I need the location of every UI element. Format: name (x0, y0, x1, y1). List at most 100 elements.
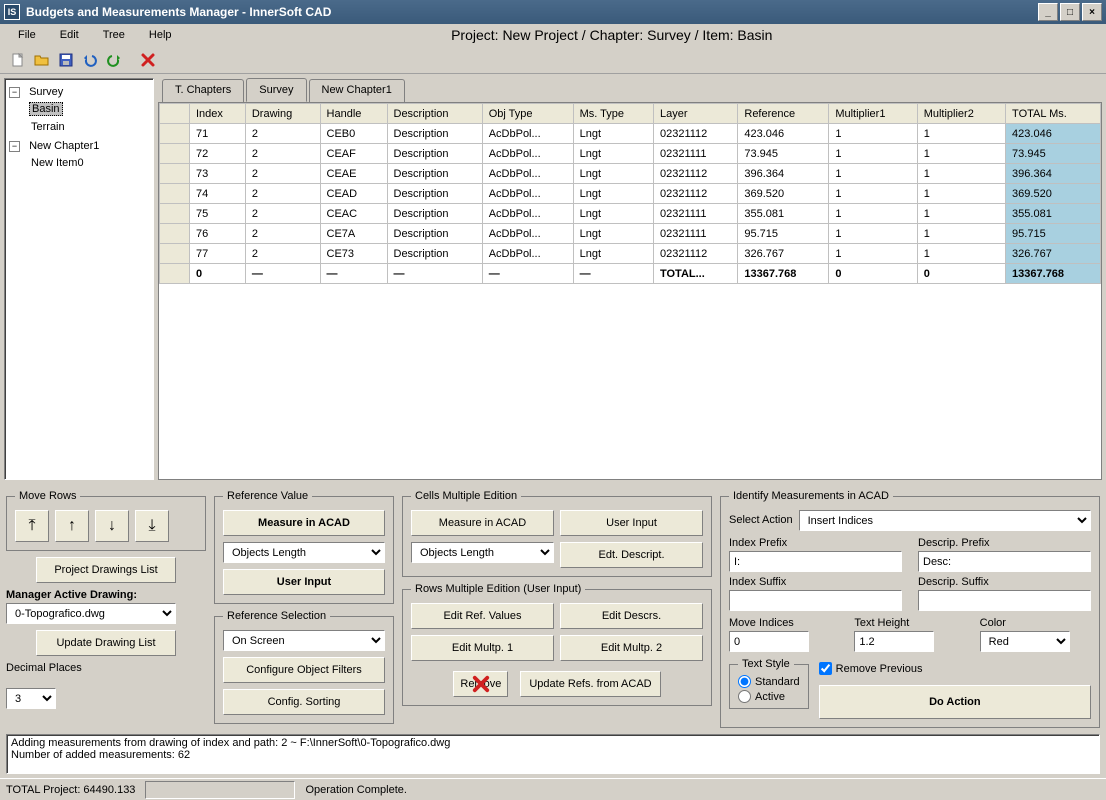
cell[interactable]: 02321112 (653, 244, 737, 264)
cell[interactable]: Description (387, 184, 482, 204)
tree-toggle-survey[interactable]: − (9, 87, 20, 98)
cell[interactable]: 73 (190, 164, 246, 184)
cell[interactable]: 423.046 (1006, 124, 1101, 144)
cell[interactable]: CE7A (320, 224, 387, 244)
row-header[interactable] (160, 204, 190, 224)
cell[interactable]: 76 (190, 224, 246, 244)
cell[interactable]: 02321112 (653, 164, 737, 184)
row-header[interactable] (160, 224, 190, 244)
tree-panel[interactable]: − Survey Basin Terrain − New Chapter1 Ne… (4, 78, 154, 480)
cell[interactable]: CEB0 (320, 124, 387, 144)
manager-active-drawing-select[interactable]: 0-Topografico.dwg (6, 603, 176, 624)
cell[interactable]: 1 (917, 224, 1005, 244)
cell[interactable]: Lngt (573, 144, 653, 164)
cells-select[interactable]: Objects Length (411, 542, 554, 563)
tree-toggle-newchapter[interactable]: − (9, 141, 20, 152)
new-icon[interactable] (8, 50, 28, 70)
open-icon[interactable] (32, 50, 52, 70)
cell[interactable]: Description (387, 224, 482, 244)
update-drawing-list-button[interactable]: Update Drawing List (36, 630, 176, 656)
text-height-input[interactable] (854, 631, 934, 652)
radio-active[interactable] (738, 690, 751, 703)
grid-col-multiplier1[interactable]: Multiplier1 (829, 104, 917, 124)
cell[interactable]: 2 (245, 224, 320, 244)
cell[interactable]: 1 (917, 144, 1005, 164)
cell[interactable]: 1 (829, 144, 917, 164)
menu-help[interactable]: Help (139, 27, 182, 43)
cell[interactable]: Lngt (573, 224, 653, 244)
row-header[interactable] (160, 164, 190, 184)
cells-measure-in-acad-button[interactable]: Measure in ACAD (411, 510, 554, 536)
cell[interactable]: 2 (245, 244, 320, 264)
tab-survey[interactable]: Survey (246, 78, 306, 102)
cell[interactable]: 1 (829, 244, 917, 264)
cell[interactable]: 396.364 (1006, 164, 1101, 184)
cell[interactable]: Description (387, 164, 482, 184)
cell[interactable]: AcDbPol... (482, 244, 573, 264)
grid-col-total-ms-[interactable]: TOTAL Ms. (1006, 104, 1101, 124)
grid-col-ms-type[interactable]: Ms. Type (573, 104, 653, 124)
table-row[interactable]: 732CEAEDescriptionAcDbPol...Lngt02321112… (160, 164, 1101, 184)
index-prefix-input[interactable] (729, 551, 902, 572)
measure-in-acad-button[interactable]: Measure in ACAD (223, 510, 385, 536)
table-row[interactable]: 742CEADDescriptionAcDbPol...Lngt02321112… (160, 184, 1101, 204)
log-output[interactable]: Adding measurements from drawing of inde… (6, 734, 1100, 774)
table-row[interactable]: 722CEAFDescriptionAcDbPol...Lngt02321111… (160, 144, 1101, 164)
move-top-button[interactable]: ⤒ (15, 510, 49, 542)
cell[interactable]: 1 (917, 204, 1005, 224)
remove-button[interactable]: Remove (453, 671, 508, 697)
cell[interactable]: 2 (245, 184, 320, 204)
tree-node-terrain[interactable]: Terrain (29, 121, 67, 133)
table-row[interactable]: 752CEACDescriptionAcDbPol...Lngt02321111… (160, 204, 1101, 224)
tree-node-basin[interactable]: Basin (29, 102, 63, 116)
menu-tree[interactable]: Tree (93, 27, 135, 43)
cell[interactable]: AcDbPol... (482, 144, 573, 164)
cell[interactable]: CE73 (320, 244, 387, 264)
grid-col-index[interactable]: Index (190, 104, 246, 124)
cell[interactable]: Lngt (573, 164, 653, 184)
row-header[interactable] (160, 184, 190, 204)
reference-selection-select[interactable]: On Screen (223, 630, 385, 651)
edit-ref-values-button[interactable]: Edit Ref. Values (411, 603, 554, 629)
cell[interactable]: Description (387, 124, 482, 144)
cell[interactable]: AcDbPol... (482, 204, 573, 224)
cell[interactable]: 1 (917, 184, 1005, 204)
cell[interactable]: Lngt (573, 184, 653, 204)
cell[interactable]: 1 (917, 244, 1005, 264)
grid-col-obj-type[interactable]: Obj Type (482, 104, 573, 124)
user-input-button[interactable]: User Input (223, 569, 385, 595)
tree-node-survey[interactable]: Survey (27, 86, 65, 98)
cell[interactable]: 423.046 (738, 124, 829, 144)
cell[interactable]: 95.715 (738, 224, 829, 244)
tab-tchapters[interactable]: T. Chapters (162, 79, 244, 103)
cell[interactable]: 326.767 (738, 244, 829, 264)
color-select[interactable]: Red (980, 631, 1070, 652)
cell[interactable]: 77 (190, 244, 246, 264)
row-header[interactable] (160, 124, 190, 144)
menu-file[interactable]: File (8, 27, 46, 43)
cell[interactable]: 326.767 (1006, 244, 1101, 264)
edit-descrs-button[interactable]: Edit Descrs. (560, 603, 703, 629)
edit-multp2-button[interactable]: Edit Multp. 2 (560, 635, 703, 661)
tab-newchapter[interactable]: New Chapter1 (309, 79, 405, 103)
maximize-button[interactable]: □ (1060, 3, 1080, 21)
cell[interactable]: AcDbPol... (482, 224, 573, 244)
config-sorting-button[interactable]: Config. Sorting (223, 689, 385, 715)
cell[interactable]: 73.945 (738, 144, 829, 164)
cell[interactable]: 75 (190, 204, 246, 224)
save-icon[interactable] (56, 50, 76, 70)
cell[interactable]: Description (387, 144, 482, 164)
edit-multp1-button[interactable]: Edit Multp. 1 (411, 635, 554, 661)
cell[interactable]: AcDbPol... (482, 164, 573, 184)
cell[interactable]: 74 (190, 184, 246, 204)
remove-previous-checkbox[interactable] (819, 662, 832, 675)
cell[interactable]: 1 (829, 224, 917, 244)
cell[interactable]: 355.081 (1006, 204, 1101, 224)
cell[interactable]: 1 (829, 124, 917, 144)
undo-icon[interactable] (80, 50, 100, 70)
cell[interactable]: AcDbPol... (482, 184, 573, 204)
data-grid[interactable]: IndexDrawingHandleDescriptionObj TypeMs.… (158, 102, 1102, 480)
cell[interactable]: 2 (245, 204, 320, 224)
cell[interactable]: 1 (917, 164, 1005, 184)
do-action-button[interactable]: Do Action (819, 685, 1091, 719)
